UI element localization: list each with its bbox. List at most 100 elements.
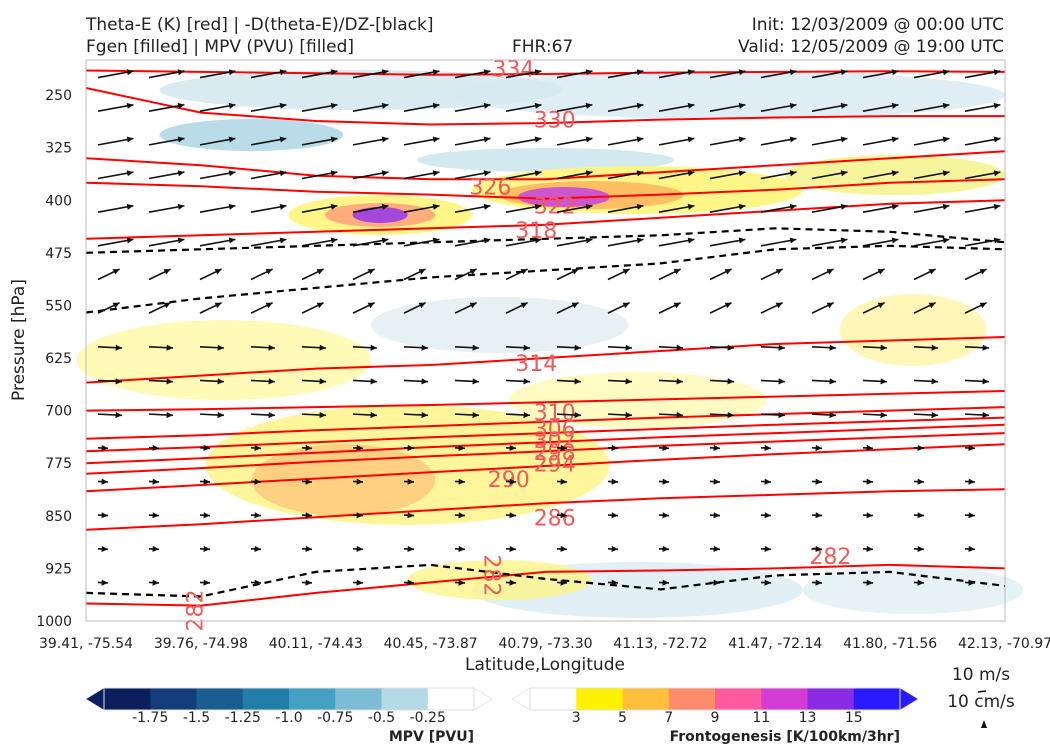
wind-vector-head xyxy=(625,378,632,385)
mpv-colorbar-arrow xyxy=(473,687,493,711)
wind-vector-head xyxy=(611,444,618,451)
wind-vector-head xyxy=(509,444,516,451)
wind-vector-head xyxy=(330,170,338,177)
x-tick-label: 39.41, -75.54 xyxy=(39,636,133,652)
wind-vector-head xyxy=(126,69,134,76)
wind-vector-head xyxy=(214,269,222,275)
wind-vector-head xyxy=(738,136,746,143)
theta-e-label: 290 xyxy=(488,468,530,493)
wind-vector-head xyxy=(917,444,924,451)
wind-vector-head xyxy=(268,344,275,351)
wind-vector-head xyxy=(713,545,720,552)
wind-vector-head xyxy=(968,545,975,552)
wind-vector-head xyxy=(356,512,363,519)
wind-vector-head xyxy=(177,136,185,143)
wind-vector-head xyxy=(866,512,873,519)
wind-vector-head xyxy=(330,203,338,210)
fill-region xyxy=(159,119,344,151)
wind-vector-head xyxy=(228,69,236,76)
y-tick-label: 775 xyxy=(45,456,72,472)
vector-key-arrow xyxy=(981,720,987,728)
wind-vector-head xyxy=(126,170,134,177)
wind-vector-head xyxy=(534,136,542,143)
wind-vector-head xyxy=(509,478,516,485)
wind-vector-head xyxy=(370,378,377,385)
wind-vector-head xyxy=(432,102,440,109)
wind-vector-head xyxy=(534,203,542,210)
wind-vector-head xyxy=(177,69,185,76)
mpv-colorbar-swatch xyxy=(150,688,197,710)
wind-vector-head xyxy=(979,269,987,275)
wind-vector-head xyxy=(931,344,938,351)
wind-vector-head xyxy=(968,512,975,519)
y-tick-label: 550 xyxy=(45,298,72,314)
x-tick-label: 42.13, -70.97 xyxy=(958,636,1050,652)
wind-vector-head xyxy=(815,444,822,451)
fill-region xyxy=(370,297,629,353)
mpv-colorbar-swatch xyxy=(381,688,429,710)
theta-e-label: 302 xyxy=(534,429,576,454)
wind-vector-head xyxy=(534,69,542,76)
wind-vector-head xyxy=(254,545,261,552)
wind-vector-head xyxy=(585,102,593,109)
wind-vector-head xyxy=(163,302,171,309)
wind-vector-head xyxy=(381,102,389,109)
wind-vector-head xyxy=(778,378,785,385)
wind-vector-head xyxy=(764,478,771,485)
mpv-colorbar-tick-label: -0.5 xyxy=(368,710,395,726)
wind-vector-head xyxy=(829,378,836,385)
wind-vector-head xyxy=(421,344,428,351)
wind-vector-head xyxy=(279,102,287,109)
wind-vector-head xyxy=(928,269,936,275)
wind-vector-head xyxy=(101,579,108,586)
wind-vector-head xyxy=(968,478,975,485)
theta-e-label: 322 xyxy=(534,194,576,219)
wind-vector-head xyxy=(279,69,287,76)
wind-vector-head xyxy=(203,478,210,485)
wind-vector-head xyxy=(917,478,924,485)
theta-e-label: 330 xyxy=(534,109,576,134)
theta-e-label: 286 xyxy=(534,506,576,531)
wind-vector-head xyxy=(305,545,312,552)
wind-vector-head xyxy=(254,579,261,586)
wind-vector-head xyxy=(840,136,848,143)
wind-vector-head xyxy=(942,203,950,210)
mpv-colorbar-tick-label: -1.5 xyxy=(183,710,210,726)
wind-vector-head xyxy=(509,579,516,586)
mpv-colorbar-swatch xyxy=(242,688,290,710)
wind-vector-head xyxy=(585,69,593,76)
wind-vector-head xyxy=(942,170,950,177)
wind-vector-head xyxy=(676,344,683,351)
wind-vector-head xyxy=(421,378,428,385)
wind-vector-head xyxy=(866,444,873,451)
wind-vector-head xyxy=(418,302,426,309)
wind-vector-head xyxy=(217,378,224,385)
wind-vector-head xyxy=(676,412,683,419)
wind-vector-head xyxy=(421,412,428,419)
wind-vector-head xyxy=(625,412,632,419)
wind-vector-head xyxy=(727,412,734,419)
y-tick-label: 1000 xyxy=(36,614,72,630)
vector-key-label-1: 10 m/s xyxy=(952,665,1010,685)
wind-vector-head xyxy=(509,512,516,519)
wind-vector-head xyxy=(203,579,210,586)
wind-vector-head xyxy=(789,102,797,109)
wind-vector-head xyxy=(917,512,924,519)
wind-vector-head xyxy=(789,136,797,143)
wind-vector-head xyxy=(483,69,491,76)
wind-vector-head xyxy=(611,579,618,586)
wind-vector-head xyxy=(636,203,644,210)
wind-vector-head xyxy=(356,545,363,552)
wind-vector-head xyxy=(319,378,326,385)
wind-vector-head xyxy=(330,102,338,109)
wind-vector-head xyxy=(254,478,261,485)
wind-vector-head xyxy=(367,302,375,309)
wind-vector-head xyxy=(203,545,210,552)
wind-vector-head xyxy=(152,512,159,519)
wind-vector-head xyxy=(877,302,885,309)
wind-vector-head xyxy=(469,302,477,309)
wind-vector-head xyxy=(163,269,171,275)
wind-vector-head xyxy=(840,69,848,76)
fgen-colorbar-swatch xyxy=(668,688,716,710)
